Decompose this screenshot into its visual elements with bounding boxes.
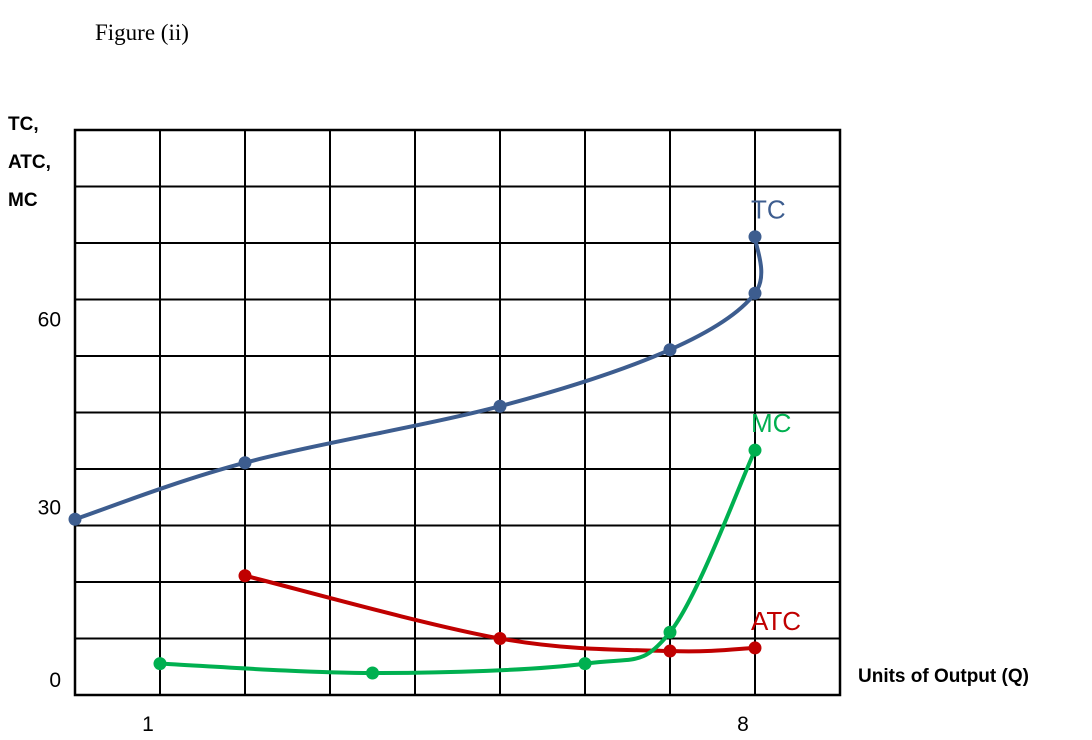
series: TC ATC MC — [68, 195, 801, 680]
figure-title: Figure (ii) — [95, 20, 189, 45]
atc-label: ATC — [751, 606, 801, 636]
mc-point — [663, 625, 677, 639]
mc-point — [366, 666, 379, 680]
y-tick-label: 30 — [38, 497, 61, 520]
tc-point — [748, 286, 762, 300]
y-tick-label: 0 — [49, 669, 61, 692]
tc-point — [493, 399, 507, 413]
y-axis-label-line: MC — [8, 190, 38, 211]
tick-labels: 0 30 60 1 8 — [38, 308, 749, 736]
mc-label: MC — [751, 408, 791, 438]
atc-point — [748, 641, 762, 655]
mc-point — [578, 657, 592, 671]
grid — [73, 128, 842, 697]
atc-point — [493, 632, 507, 645]
plot-frame — [73, 128, 842, 697]
x-axis-label: Units of Output (Q) — [858, 666, 1029, 687]
x-tick-label: 8 — [737, 713, 749, 736]
y-axis-label: TC, ATC, MC — [8, 114, 51, 211]
mc-point — [748, 443, 762, 457]
atc-line — [243, 573, 757, 654]
tc-point — [238, 456, 252, 470]
series-atc: ATC — [238, 569, 801, 658]
tc-point — [68, 512, 82, 526]
tc-line — [73, 234, 764, 522]
atc-point — [663, 644, 677, 658]
atc-point — [238, 569, 252, 583]
mc-point — [153, 657, 167, 671]
series-mc: MC — [153, 408, 791, 680]
tc-label: TC — [751, 195, 786, 225]
y-axis-label-line: ATC, — [8, 152, 51, 173]
tc-point — [748, 230, 762, 244]
y-tick-label: 60 — [38, 308, 61, 331]
tc-point — [663, 343, 677, 357]
x-tick-label: 1 — [142, 713, 154, 736]
series-tc: TC — [68, 195, 786, 526]
mc-line — [158, 448, 757, 676]
y-axis-label-line: TC, — [8, 114, 39, 135]
